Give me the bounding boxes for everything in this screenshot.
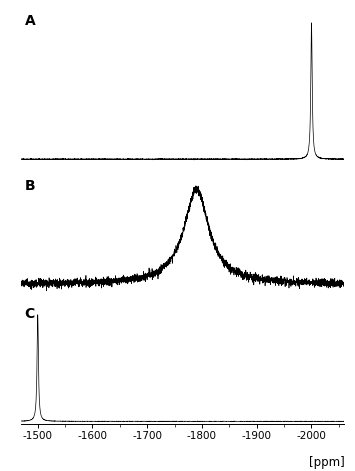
Text: B: B (24, 179, 35, 193)
Text: [ppm]: [ppm] (308, 455, 344, 469)
Text: C: C (24, 307, 35, 321)
Text: A: A (24, 14, 35, 28)
